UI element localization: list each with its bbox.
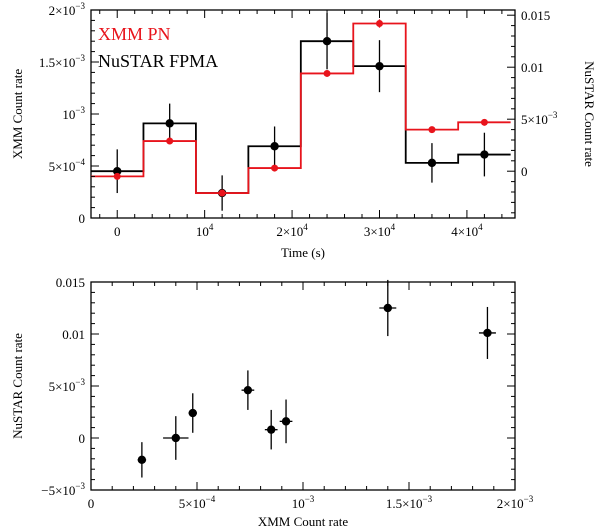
x-tick-label: 2×104 [276, 222, 308, 239]
y2-tick-label: 0.01 [521, 60, 544, 75]
scatter-data-point [267, 425, 275, 433]
lightcurve-y2-axis-label: NuSTAR Count rate [582, 61, 597, 167]
y-tick-label: 5×10−4 [49, 157, 86, 174]
y-tick-label: 10−3 [62, 105, 85, 122]
scatter-plot-frame [91, 282, 515, 490]
x-tick-label: 10−3 [292, 494, 315, 511]
x-tick-label: 2×10−3 [497, 494, 534, 511]
scatter-data-point [138, 456, 146, 464]
nustar-data-point [375, 62, 383, 70]
legend-entry-nustar-fpma: NuSTAR FPMA [98, 51, 218, 71]
x-tick-label: 5×10−4 [179, 494, 216, 511]
y2-tick-label: 0.015 [521, 8, 550, 23]
scatter-y-axis-label: NuSTAR Count rate [10, 333, 25, 439]
scatter-ticks: 0 5×10−4 10−3 1.5×10−3 2×10−3−5×10−305×10−30… [41, 275, 533, 511]
y-tick-label: 5×10−3 [49, 377, 86, 394]
y-tick-label: 0 [79, 431, 86, 446]
lightcurve-panel: 0 104 2×104 3×104 4×104 0 5×10−4 10−3 1.5×10−3 2×… [10, 1, 597, 260]
xmm-data-point [376, 20, 383, 27]
y2-tick-label: 5×10−3 [521, 110, 558, 127]
scatter-data-point [384, 304, 392, 312]
y-tick-label: 2×10−3 [49, 1, 86, 18]
xmm-data-point [114, 173, 121, 180]
xmm-data-point [166, 138, 173, 145]
scatter-data-point [282, 417, 290, 425]
y-tick-label: 1.5×10−3 [39, 53, 86, 70]
x-tick-label: 0 [114, 224, 121, 239]
y-tick-label: 0.015 [56, 275, 85, 290]
x-tick-label: 0 [88, 496, 95, 511]
nustar-data-point [165, 119, 173, 127]
xmm-data-point [481, 119, 488, 126]
xmm-data-point [428, 126, 435, 133]
scatter-x-axis-label: XMM Count rate [258, 514, 349, 529]
nustar-data-point [480, 150, 488, 158]
nustar-data-point [323, 37, 331, 45]
scatter-data-point [189, 409, 197, 417]
scatter-marks [138, 280, 496, 478]
nustar-data-point [428, 159, 436, 167]
x-tick-label: 1.5×10−3 [386, 494, 433, 511]
y2-tick-label: 0 [521, 164, 528, 179]
nustar-data-point [270, 142, 278, 150]
xmm-data-point [271, 165, 278, 172]
y-tick-label: 0 [79, 211, 86, 226]
xmm-data-point [324, 70, 331, 77]
x-tick-label: 104 [196, 222, 214, 239]
scatter-data-point [483, 329, 491, 337]
scatter-data-point [172, 434, 180, 442]
xmm-data-point [219, 190, 226, 197]
x-tick-label: 4×104 [451, 222, 483, 239]
lightcurve-x-axis-label: Time (s) [281, 245, 325, 260]
x-tick-label: 3×104 [364, 222, 396, 239]
scatter-data-point [244, 386, 252, 394]
y-tick-label: −5×10−3 [41, 481, 85, 498]
scatter-panel: 0 5×10−4 10−3 1.5×10−3 2×10−3−5×10−305×10−30… [10, 275, 534, 529]
legend-entry-xmm-pn: XMM PN [98, 24, 171, 44]
lightcurve-y-axis-label: XMM Count rate [10, 69, 25, 160]
y-tick-label: 0.01 [62, 327, 85, 342]
